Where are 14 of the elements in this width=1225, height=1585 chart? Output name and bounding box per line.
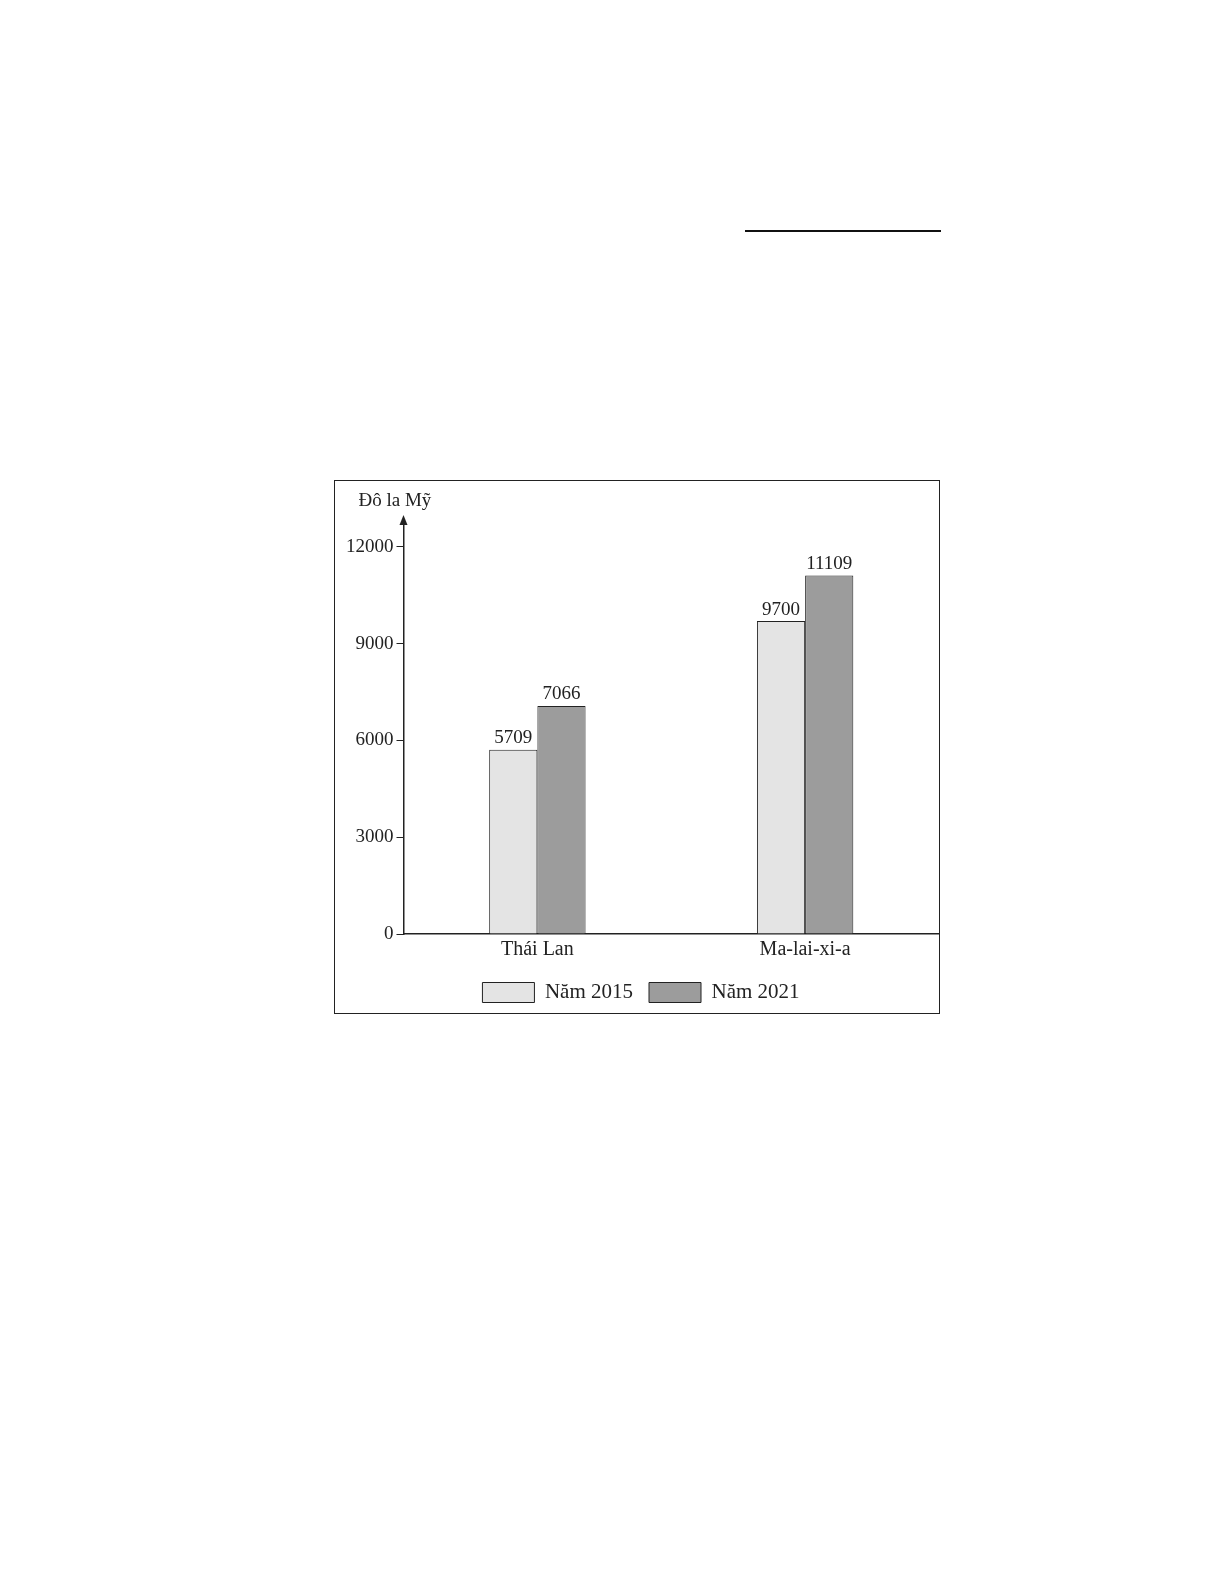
y-tick-label: 9000 <box>355 631 394 653</box>
y-axis-title: Đô la Mỹ <box>358 489 432 511</box>
legend-label: Năm 2021 <box>711 979 800 1004</box>
legend-label: Năm 2015 <box>544 979 634 1004</box>
data-label: 7066 <box>542 682 581 704</box>
x-tick-label: Ma-lai-xi-a <box>759 937 851 960</box>
data-label: 9700 <box>762 597 801 619</box>
y-tick-label: 12000 <box>346 534 394 556</box>
x-tick-label: Thái Lan <box>501 937 574 960</box>
data-label: 11109 <box>806 552 853 574</box>
y-tick-label: 6000 <box>355 728 394 750</box>
y-tick-label: 0 <box>384 921 394 943</box>
data-label: 5709 <box>494 726 533 748</box>
y-tick-label: 3000 <box>355 825 394 847</box>
